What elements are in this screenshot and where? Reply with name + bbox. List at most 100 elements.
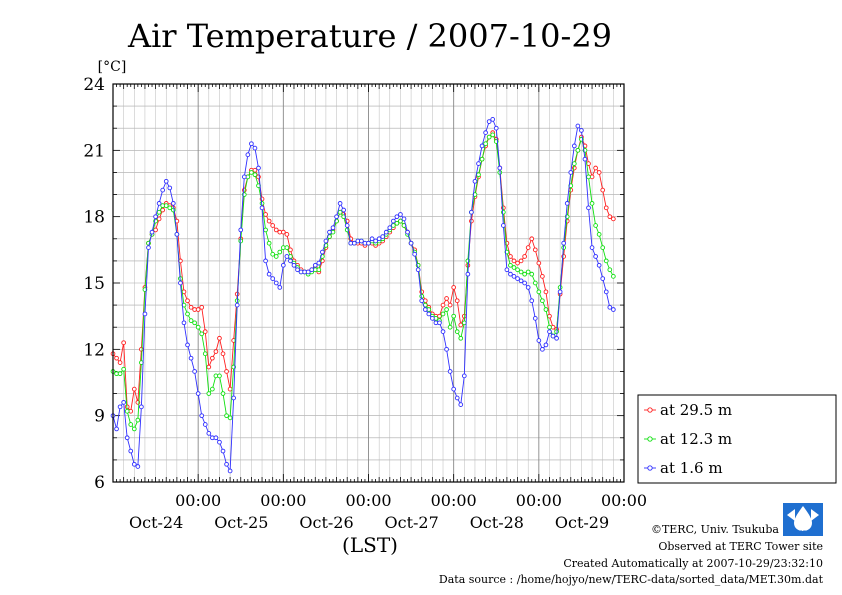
chart-title: Air Temperature / 2007-10-29	[127, 17, 612, 55]
data-point	[390, 218, 396, 224]
data-point	[394, 220, 400, 226]
data-point	[451, 313, 457, 319]
terc-logo: TERC	[783, 503, 823, 537]
data-point	[511, 265, 517, 270]
data-point	[185, 311, 190, 317]
data-point	[153, 227, 158, 233]
data-point	[238, 227, 244, 233]
data-point	[210, 355, 215, 361]
data-point	[227, 415, 233, 421]
data-point	[121, 340, 126, 346]
y-axis-label: [°C]	[98, 59, 127, 75]
legend-label: at 29.5 m	[660, 401, 732, 419]
data-point	[153, 214, 158, 220]
data-point	[600, 187, 606, 193]
data-point	[117, 404, 123, 410]
data-point	[266, 271, 272, 277]
data-point	[170, 201, 176, 206]
data-point	[525, 285, 531, 290]
data-point	[373, 238, 378, 244]
legend-label: at 12.3 m	[660, 430, 732, 448]
data-point	[476, 161, 481, 166]
x-tick-time: 00:00	[175, 491, 221, 510]
data-point	[586, 174, 591, 180]
data-point	[611, 216, 616, 222]
data-point	[458, 335, 464, 341]
data-point	[220, 351, 226, 357]
data-point	[206, 364, 212, 370]
data-point	[461, 373, 467, 379]
data-point	[284, 254, 290, 259]
data-point	[508, 262, 513, 268]
data-point	[461, 320, 467, 326]
x-tick-labels: 00:00 Oct-24 00:00 Oct-25 00:00 Oct-26 00:00 Oc…	[129, 491, 647, 532]
data-point	[359, 238, 364, 244]
data-point	[121, 400, 126, 405]
data-point	[195, 307, 201, 312]
data-point	[195, 324, 201, 330]
legend-swatch-marker	[647, 407, 653, 413]
data-point	[309, 267, 315, 273]
data-point	[607, 214, 613, 220]
series-1	[110, 132, 616, 432]
data-point	[263, 212, 268, 217]
data-point	[511, 274, 517, 279]
copyright-text: ©TERC, Univ. Tsukuba	[651, 523, 779, 536]
series-line	[112, 118, 614, 473]
data-point	[266, 218, 272, 224]
data-point	[529, 271, 535, 277]
data-point	[305, 269, 311, 275]
data-point	[337, 209, 343, 215]
data-point	[575, 147, 581, 153]
data-point	[351, 240, 357, 246]
data-point	[472, 178, 478, 184]
data-point	[284, 232, 290, 237]
data-point	[607, 304, 613, 310]
data-point	[185, 298, 190, 304]
series-2	[110, 117, 616, 474]
series-line	[112, 131, 614, 413]
data-point	[185, 342, 190, 348]
data-point	[522, 271, 527, 277]
data-point	[256, 165, 261, 171]
data-point	[273, 280, 279, 286]
data-point	[579, 128, 584, 133]
observed-text: Observed at TERC Tower site	[658, 540, 823, 553]
data-point	[114, 355, 119, 361]
y-tick-label: 24	[83, 75, 105, 95]
data-point	[249, 141, 254, 147]
data-point	[291, 262, 297, 268]
x-tick-date: Oct-25	[214, 513, 268, 532]
legend-swatch-marker	[647, 465, 653, 471]
data-point	[167, 185, 173, 191]
data-point	[440, 329, 446, 334]
data-point	[295, 267, 300, 273]
data-point	[224, 369, 229, 374]
data-point	[447, 302, 453, 308]
y-tick-label: 12	[83, 340, 105, 360]
x-tick-time: 00:00	[431, 491, 477, 510]
data-point	[486, 134, 492, 140]
data-point	[500, 223, 506, 228]
data-point	[124, 408, 130, 414]
legend-box	[637, 394, 837, 484]
created-text: Created Automatically at 2007-10-29/23:3…	[563, 557, 823, 570]
data-point	[220, 391, 226, 396]
data-point	[543, 289, 549, 295]
data-point	[447, 324, 453, 330]
data-point	[263, 258, 268, 264]
data-point	[479, 143, 485, 149]
data-point	[206, 431, 212, 436]
data-point	[603, 289, 609, 295]
data-point	[408, 240, 414, 246]
data-point	[444, 307, 449, 312]
data-point	[522, 254, 527, 259]
data-point	[596, 262, 602, 268]
x-tick-date: Oct-26	[299, 513, 353, 532]
data-point	[135, 464, 141, 469]
data-point	[139, 346, 144, 352]
data-point	[178, 280, 183, 286]
data-point	[398, 212, 403, 217]
data-point	[202, 329, 208, 334]
data-point	[195, 391, 201, 396]
